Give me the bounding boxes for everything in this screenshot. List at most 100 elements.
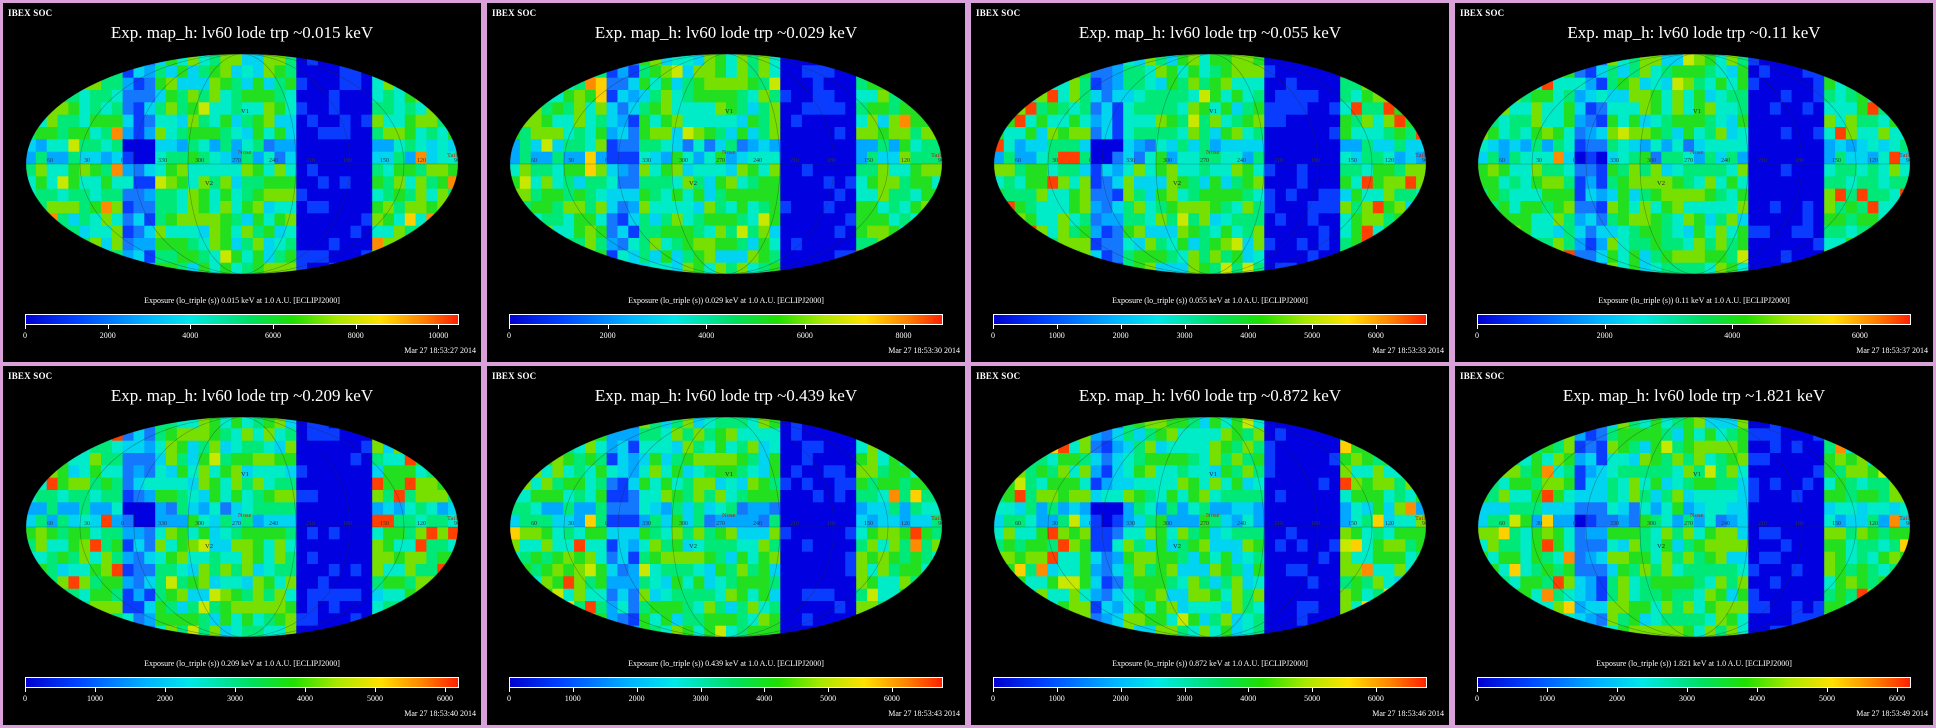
map-cell bbox=[133, 502, 145, 516]
map-cell bbox=[274, 188, 286, 202]
map-cell bbox=[166, 428, 178, 442]
map-cell bbox=[242, 151, 254, 165]
map-cell bbox=[231, 465, 243, 479]
map-cell bbox=[122, 527, 134, 540]
map-cell bbox=[1188, 601, 1200, 614]
map-cell bbox=[1672, 77, 1684, 91]
map-cell bbox=[660, 65, 673, 79]
map-cell bbox=[1242, 102, 1254, 116]
map-cell bbox=[1220, 527, 1233, 540]
map-cell bbox=[252, 65, 265, 79]
map-cell bbox=[628, 164, 640, 177]
map-cell bbox=[426, 65, 438, 79]
map-cell bbox=[994, 613, 1005, 627]
map-cell bbox=[812, 164, 825, 177]
map-cell bbox=[242, 238, 254, 251]
map-cell bbox=[1134, 564, 1146, 577]
map-cell bbox=[585, 539, 597, 553]
map-cell bbox=[1737, 102, 1749, 116]
map-cell bbox=[1199, 176, 1211, 190]
map-cell bbox=[198, 262, 210, 274]
map-cell bbox=[437, 127, 449, 140]
map-cell bbox=[595, 551, 608, 565]
map-cell bbox=[144, 613, 156, 627]
colorbar bbox=[1477, 314, 1911, 325]
map-cell bbox=[209, 250, 221, 264]
map-cell bbox=[780, 440, 792, 454]
map-cell bbox=[769, 139, 781, 153]
map-cell bbox=[791, 164, 803, 177]
map-cell bbox=[994, 250, 1005, 264]
map-cell bbox=[166, 551, 178, 565]
map-cell bbox=[350, 213, 362, 227]
map-cell bbox=[910, 502, 922, 516]
map-cell bbox=[693, 201, 705, 214]
map-cell bbox=[1112, 514, 1124, 528]
map-cell bbox=[1231, 564, 1244, 577]
map-cell bbox=[1553, 238, 1565, 251]
map-cell bbox=[90, 54, 102, 66]
map-cell bbox=[994, 539, 1005, 553]
map-cell bbox=[383, 465, 395, 479]
map-cell bbox=[1618, 90, 1630, 103]
map-cell bbox=[328, 213, 341, 227]
map-cell bbox=[1361, 54, 1374, 66]
map-cell bbox=[726, 477, 738, 491]
map-cell bbox=[563, 625, 575, 637]
map-cell bbox=[133, 490, 145, 503]
map-cell bbox=[68, 588, 80, 602]
map-cell bbox=[1650, 139, 1662, 153]
map-cell bbox=[26, 238, 37, 251]
map-cell bbox=[1210, 588, 1222, 602]
map-cell bbox=[46, 213, 59, 227]
map-cell bbox=[372, 613, 384, 627]
colorbar-tick-label: 0 bbox=[991, 331, 995, 340]
map-cell bbox=[393, 514, 406, 528]
map-cell bbox=[899, 625, 911, 637]
map-cell bbox=[747, 428, 760, 442]
map-cell bbox=[867, 625, 879, 637]
map-cell bbox=[220, 201, 232, 214]
map-cell bbox=[1498, 238, 1511, 251]
map-cell bbox=[1123, 102, 1135, 116]
map-cell bbox=[26, 77, 37, 91]
map-cell bbox=[274, 514, 286, 528]
map-cell bbox=[393, 188, 406, 202]
map-cell bbox=[1210, 250, 1222, 264]
map-cell bbox=[1025, 65, 1037, 79]
map-cell bbox=[187, 139, 200, 153]
map-cell bbox=[628, 576, 640, 590]
map-cell bbox=[339, 90, 351, 103]
map-cell bbox=[448, 625, 458, 637]
map-cell bbox=[1416, 102, 1426, 116]
map-cell bbox=[1661, 139, 1673, 153]
map-cell bbox=[350, 588, 362, 602]
longitude-label: 210 bbox=[306, 158, 315, 164]
map-cell bbox=[1144, 262, 1157, 274]
map-cell bbox=[122, 213, 134, 227]
map-cell bbox=[606, 601, 618, 614]
map-cell bbox=[510, 613, 521, 627]
map-cell bbox=[888, 262, 901, 274]
map-cell bbox=[834, 250, 846, 264]
map-cell bbox=[617, 54, 629, 66]
map-cell bbox=[628, 77, 640, 91]
map-cell bbox=[328, 65, 341, 79]
map-cell bbox=[921, 502, 933, 516]
map-cell bbox=[252, 102, 265, 116]
map-cell bbox=[404, 539, 417, 553]
soc-label: IBEX SOC bbox=[976, 371, 1021, 381]
map-cell bbox=[263, 539, 276, 553]
map-cell bbox=[1867, 250, 1879, 264]
map-cell bbox=[845, 477, 857, 491]
map-cell bbox=[530, 102, 543, 116]
map-cell bbox=[606, 465, 618, 479]
map-cell bbox=[682, 477, 694, 491]
map-cell bbox=[780, 564, 792, 577]
map-cell bbox=[867, 127, 879, 140]
map-cell bbox=[296, 490, 308, 503]
map-cell bbox=[823, 54, 835, 66]
map-cell bbox=[1813, 213, 1825, 227]
map-cell bbox=[552, 114, 564, 128]
map-cell bbox=[1231, 262, 1244, 274]
